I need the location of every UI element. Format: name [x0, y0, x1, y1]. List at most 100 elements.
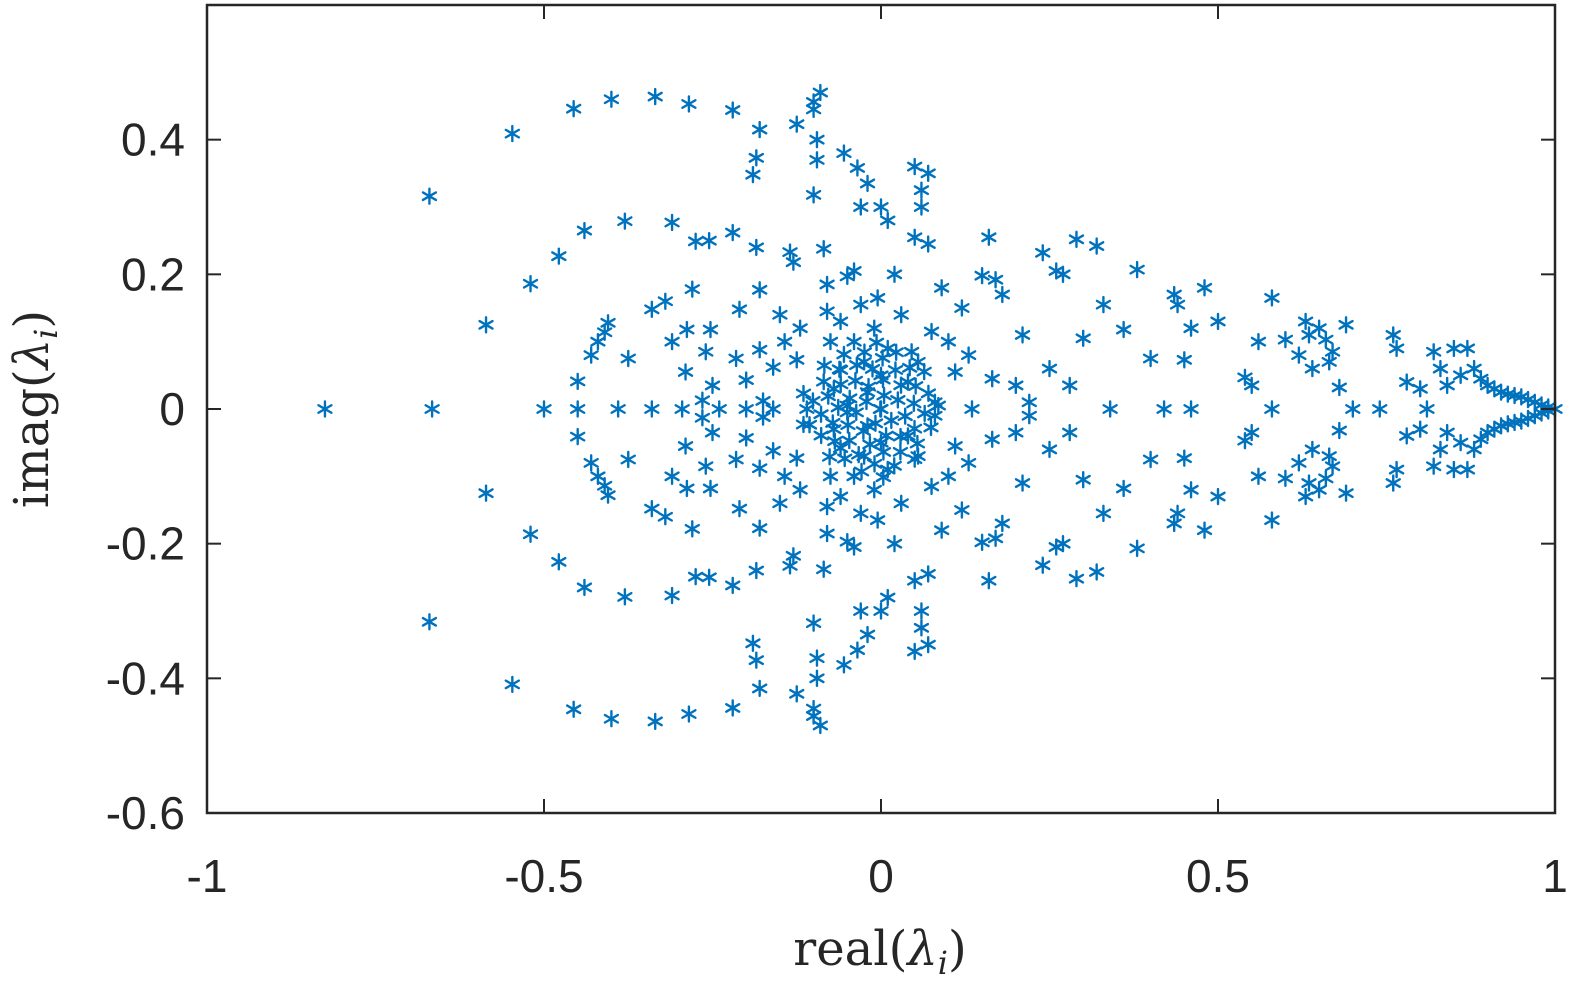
data-point	[1473, 370, 1489, 388]
data-point	[681, 95, 697, 113]
y-axis-label: imag(λi)	[4, 310, 65, 508]
data-point	[920, 635, 936, 654]
data-point	[974, 266, 990, 285]
data-point	[1385, 474, 1401, 492]
data-point	[903, 343, 920, 361]
data-point	[1466, 359, 1482, 378]
data-point	[704, 423, 721, 442]
data-point	[906, 419, 923, 438]
data-point	[819, 524, 835, 543]
x-axis-label: real(λi)	[793, 921, 966, 982]
data-point	[751, 519, 768, 537]
data-point	[772, 306, 788, 324]
y-tick-label: -0.2	[106, 518, 185, 570]
data-point	[725, 223, 741, 242]
data-point	[745, 634, 761, 653]
data-point	[1291, 346, 1307, 364]
data-point	[906, 394, 922, 413]
data-point	[869, 289, 886, 307]
data-point	[816, 372, 832, 391]
y-axis-label-symbol: λ	[4, 339, 60, 371]
data-point	[947, 437, 963, 455]
data-point	[610, 400, 626, 418]
data-point	[765, 358, 781, 376]
data-point	[1446, 339, 1462, 358]
data-point	[1068, 230, 1085, 249]
y-tick-label: 0.2	[121, 248, 185, 300]
data-point	[878, 426, 894, 445]
data-point	[725, 576, 741, 595]
data-point	[789, 685, 805, 703]
data-point	[809, 130, 825, 149]
data-point	[954, 299, 970, 317]
data-point	[570, 400, 586, 418]
data-point	[1115, 320, 1132, 339]
data-point	[1210, 487, 1226, 506]
data-point	[849, 356, 865, 374]
data-point	[565, 700, 582, 719]
data-point	[841, 431, 857, 450]
data-point	[847, 372, 864, 390]
data-point	[916, 404, 933, 423]
data-point	[522, 275, 539, 293]
data-point	[684, 520, 700, 538]
data-point	[1014, 326, 1031, 344]
data-point	[1425, 457, 1442, 475]
data-point	[833, 375, 849, 394]
data-point	[681, 705, 697, 723]
data-point	[1176, 449, 1192, 467]
data-point	[728, 450, 744, 469]
data-point	[1388, 339, 1405, 358]
data-point	[600, 486, 616, 504]
data-point	[738, 400, 754, 418]
data-point	[849, 641, 866, 659]
data-point	[738, 371, 754, 389]
data-point	[856, 343, 873, 361]
data-point	[677, 363, 694, 381]
data-point	[960, 454, 977, 472]
data-point	[819, 302, 835, 321]
data-point	[1399, 373, 1415, 391]
data-point	[1142, 450, 1159, 469]
x-tick-label: 0.5	[1186, 850, 1250, 902]
data-point	[711, 400, 727, 418]
data-point	[920, 565, 936, 583]
data-point	[875, 443, 892, 461]
data-point	[816, 240, 832, 258]
data-point	[751, 281, 768, 299]
data-point	[1156, 400, 1172, 418]
data-point	[504, 124, 521, 143]
data-point	[866, 481, 882, 499]
data-point	[853, 504, 869, 523]
data-point	[1062, 376, 1078, 395]
data-point	[853, 295, 869, 314]
data-points	[317, 83, 1563, 735]
data-point	[657, 292, 674, 310]
data-point	[831, 360, 848, 378]
data-point	[832, 312, 849, 331]
data-point	[851, 445, 867, 464]
data-point	[902, 359, 918, 377]
data-point	[837, 449, 853, 468]
data-point	[647, 712, 663, 731]
data-point	[869, 511, 886, 529]
data-point	[984, 430, 1000, 448]
data-point	[755, 408, 771, 426]
x-axis-label-subscript: i	[938, 944, 948, 982]
data-point	[947, 363, 963, 381]
data-point	[907, 450, 923, 468]
data-point	[1324, 457, 1341, 475]
data-point	[867, 414, 884, 433]
data-point	[897, 407, 913, 425]
data-point	[785, 547, 802, 565]
data-point	[551, 553, 567, 571]
data-point	[1324, 343, 1341, 361]
data-point	[647, 87, 663, 106]
data-point	[644, 400, 660, 418]
data-point	[840, 416, 856, 434]
data-point	[892, 427, 909, 446]
data-point	[858, 392, 875, 411]
data-point	[994, 514, 1011, 533]
data-point	[694, 391, 711, 409]
data-point	[1338, 484, 1354, 502]
